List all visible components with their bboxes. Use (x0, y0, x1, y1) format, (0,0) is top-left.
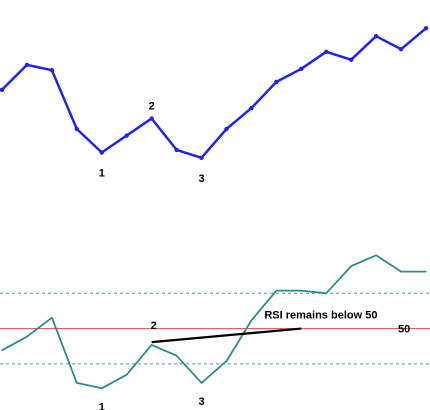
rsi-point (26, 336, 28, 338)
rsi-label-1: 1 (99, 401, 105, 410)
price-point (24, 62, 30, 68)
price-point (99, 150, 104, 155)
price-point (149, 116, 154, 121)
rsi-panel: 50 1 2 3 RSI remains below 50 (0, 254, 430, 410)
price-point (423, 26, 429, 31)
price-point (199, 155, 204, 160)
price-point (299, 66, 304, 72)
rsi-point (400, 270, 402, 273)
price-label-3: 3 (198, 173, 204, 185)
rsi-point (151, 344, 153, 346)
rsi-point (350, 265, 352, 267)
price-point (324, 49, 329, 55)
price-point (0, 87, 5, 92)
price-point (373, 33, 379, 39)
rsi-label-2: 2 (151, 320, 157, 332)
price-point (348, 57, 354, 62)
rsi-point (175, 355, 178, 357)
rsi-point (325, 292, 327, 294)
price-point (398, 47, 404, 52)
price-point (174, 147, 179, 153)
price-label-1: 1 (99, 168, 105, 180)
rsi-point (225, 360, 228, 362)
rsi-point (425, 270, 427, 273)
rsi-point (76, 382, 78, 384)
rsi-midline-label: 50 (398, 324, 410, 336)
rsi-point (1, 349, 3, 351)
price-label-2: 2 (149, 101, 155, 113)
price-point (224, 126, 229, 132)
price-point (74, 126, 80, 132)
rsi-annotation: RSI remains below 50 (264, 310, 377, 322)
price-point (124, 133, 129, 138)
price-point (249, 105, 254, 111)
price-point (49, 67, 55, 73)
rsi-point (101, 387, 103, 389)
rsi-point (250, 319, 253, 322)
rsi-point (375, 254, 377, 256)
price-panel: 1 2 3 (0, 26, 429, 185)
rsi-point (200, 382, 203, 384)
rsi-point (275, 289, 277, 292)
rsi-line (1, 254, 426, 390)
rsi-trendline (151, 327, 302, 344)
price-line (1, 27, 427, 160)
price-point (274, 79, 279, 85)
rsi-point (300, 289, 302, 292)
rsi-point (126, 374, 128, 376)
rsi-point (51, 317, 53, 319)
rsi-label-3: 3 (198, 396, 204, 408)
